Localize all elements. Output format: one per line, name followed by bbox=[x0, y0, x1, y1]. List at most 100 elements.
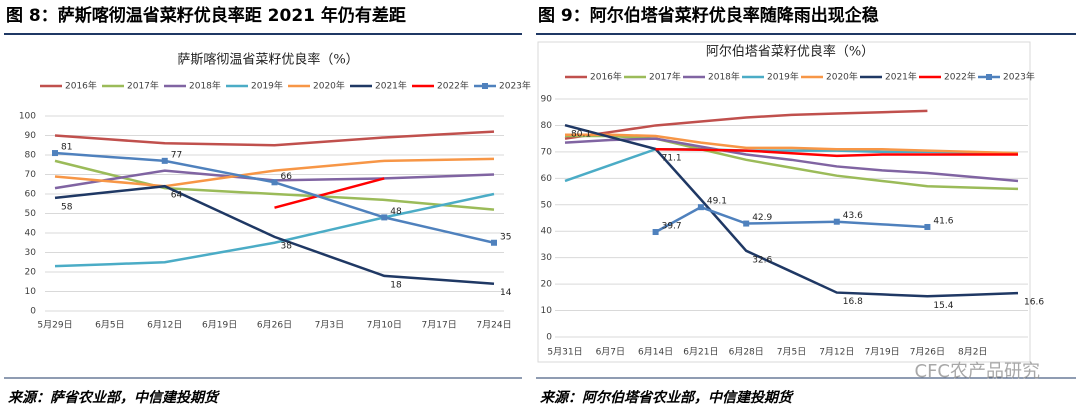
data-label: 48 bbox=[390, 207, 402, 217]
data-label: 39.7 bbox=[662, 222, 682, 232]
data-label: 43.6 bbox=[843, 211, 863, 221]
data-label: 66 bbox=[281, 172, 293, 182]
series-line bbox=[564, 137, 1019, 183]
x-tick-label: 7月12日 bbox=[819, 347, 854, 358]
chart-title: 阿尔伯塔省菜籽优良率（%） bbox=[706, 44, 874, 60]
legend-label: 2020年 bbox=[826, 71, 858, 83]
chart-frame bbox=[537, 41, 1031, 363]
legend-label: 2017年 bbox=[127, 80, 159, 92]
x-tick-label: 7月17日 bbox=[422, 320, 457, 331]
point-marker bbox=[381, 214, 388, 221]
data-label: 32.6 bbox=[752, 255, 772, 265]
data-label: 71.1 bbox=[662, 153, 682, 163]
data-label: 16.6 bbox=[1024, 298, 1044, 308]
y-tick-label: 40 bbox=[25, 229, 37, 239]
y-tick-label: 70 bbox=[25, 170, 37, 180]
point-marker bbox=[161, 157, 168, 164]
x-tick-label: 8月2日 bbox=[958, 347, 987, 358]
legend-label: 2016年 bbox=[65, 80, 97, 92]
data-label: 38 bbox=[281, 241, 293, 251]
y-tick-label: 80 bbox=[25, 151, 37, 161]
x-tick-label: 7月3日 bbox=[315, 320, 344, 331]
x-tick-label: 6月12日 bbox=[147, 320, 182, 331]
legend-label: 2022年 bbox=[437, 80, 469, 92]
data-label: 16.8 bbox=[843, 297, 863, 307]
y-tick-label: 10 bbox=[25, 287, 37, 297]
x-tick-label: 7月26日 bbox=[910, 347, 945, 358]
legend-label: 2017年 bbox=[649, 71, 681, 83]
x-tick-label: 6月14日 bbox=[638, 347, 673, 358]
y-tick-label: 30 bbox=[25, 248, 37, 258]
x-tick-label: 6月28日 bbox=[729, 347, 764, 358]
series-line bbox=[54, 192, 495, 268]
x-tick-label: 7月5日 bbox=[777, 347, 806, 358]
y-tick-label: 0 bbox=[546, 333, 552, 343]
data-label: 64 bbox=[171, 191, 183, 201]
y-tick-label: 60 bbox=[25, 190, 37, 200]
y-tick-label: 100 bbox=[19, 112, 36, 122]
y-tick-label: 60 bbox=[541, 174, 553, 184]
point-marker bbox=[697, 204, 704, 211]
legend-marker bbox=[986, 74, 992, 80]
x-tick-label: 7月24日 bbox=[476, 320, 511, 331]
source: 来源：萨省农业部，中信建投期货 bbox=[8, 389, 220, 406]
series-line bbox=[54, 184, 495, 285]
point-marker bbox=[271, 179, 278, 186]
data-label: 14 bbox=[500, 288, 512, 298]
point-marker bbox=[743, 220, 750, 227]
x-tick-label: 5月31日 bbox=[547, 347, 582, 358]
y-tick-label: 80 bbox=[541, 121, 553, 131]
y-tick-label: 20 bbox=[541, 280, 553, 290]
point-marker bbox=[652, 229, 659, 236]
series-line bbox=[54, 130, 495, 147]
data-label: 15.4 bbox=[933, 301, 953, 311]
legend-label: 2021年 bbox=[375, 80, 407, 92]
x-tick-label: 7月19日 bbox=[865, 347, 900, 358]
legend-marker bbox=[482, 83, 488, 89]
x-tick-label: 6月21日 bbox=[683, 347, 718, 358]
series-line bbox=[565, 133, 1019, 155]
point-marker bbox=[491, 239, 497, 246]
legend-label: 2018年 bbox=[189, 80, 221, 92]
x-tick-label: 6月5日 bbox=[95, 320, 124, 331]
legend-label: 2018年 bbox=[708, 71, 740, 83]
legend-label: 2022年 bbox=[944, 71, 976, 83]
y-tick-label: 50 bbox=[541, 200, 553, 210]
watermark: CFC农产品研究 bbox=[915, 361, 1041, 382]
x-tick-label: 5月29日 bbox=[37, 320, 72, 331]
data-label: 35 bbox=[500, 232, 511, 242]
y-tick-label: 20 bbox=[25, 268, 37, 278]
series-line bbox=[655, 147, 1018, 158]
legend-label: 2023年 bbox=[1003, 71, 1035, 83]
point-marker bbox=[52, 150, 58, 157]
source: 来源：阿尔伯塔省农业部，中信建投期货 bbox=[540, 389, 794, 406]
x-tick-label: 6月7日 bbox=[596, 347, 625, 358]
series-line bbox=[54, 157, 495, 188]
legend-label: 2020年 bbox=[313, 80, 345, 92]
legend-label: 2016年 bbox=[590, 71, 622, 83]
point-marker bbox=[833, 218, 840, 225]
data-label: 18 bbox=[390, 280, 402, 290]
data-label: 49.1 bbox=[707, 197, 727, 207]
x-tick-label: 6月26日 bbox=[257, 320, 292, 331]
series-line bbox=[565, 134, 1019, 191]
y-tick-label: 50 bbox=[25, 209, 37, 219]
y-tick-label: 90 bbox=[541, 95, 553, 105]
y-tick-label: 70 bbox=[541, 147, 553, 157]
y-tick-label: 10 bbox=[541, 306, 553, 316]
y-tick-label: 30 bbox=[541, 253, 553, 263]
figure-heading: 图 9：阿尔伯塔省菜籽优良率随降雨出现企稳 bbox=[538, 5, 879, 26]
series-line bbox=[54, 159, 495, 211]
legend-label: 2023年 bbox=[499, 80, 531, 92]
data-label: 81 bbox=[61, 143, 72, 153]
series-line bbox=[564, 109, 928, 140]
data-label: 41.6 bbox=[933, 216, 953, 226]
series-line bbox=[654, 205, 928, 234]
data-label: 77 bbox=[171, 150, 182, 160]
figure-heading: 图 8：萨斯喀彻温省菜籽优良率距 2021 年仍有差距 bbox=[6, 5, 406, 26]
data-label: 80.1 bbox=[571, 130, 591, 140]
legend-label: 2019年 bbox=[767, 71, 799, 83]
chart-title: 萨斯喀彻温省菜籽优良率（%） bbox=[177, 52, 358, 68]
point-marker bbox=[924, 223, 931, 230]
